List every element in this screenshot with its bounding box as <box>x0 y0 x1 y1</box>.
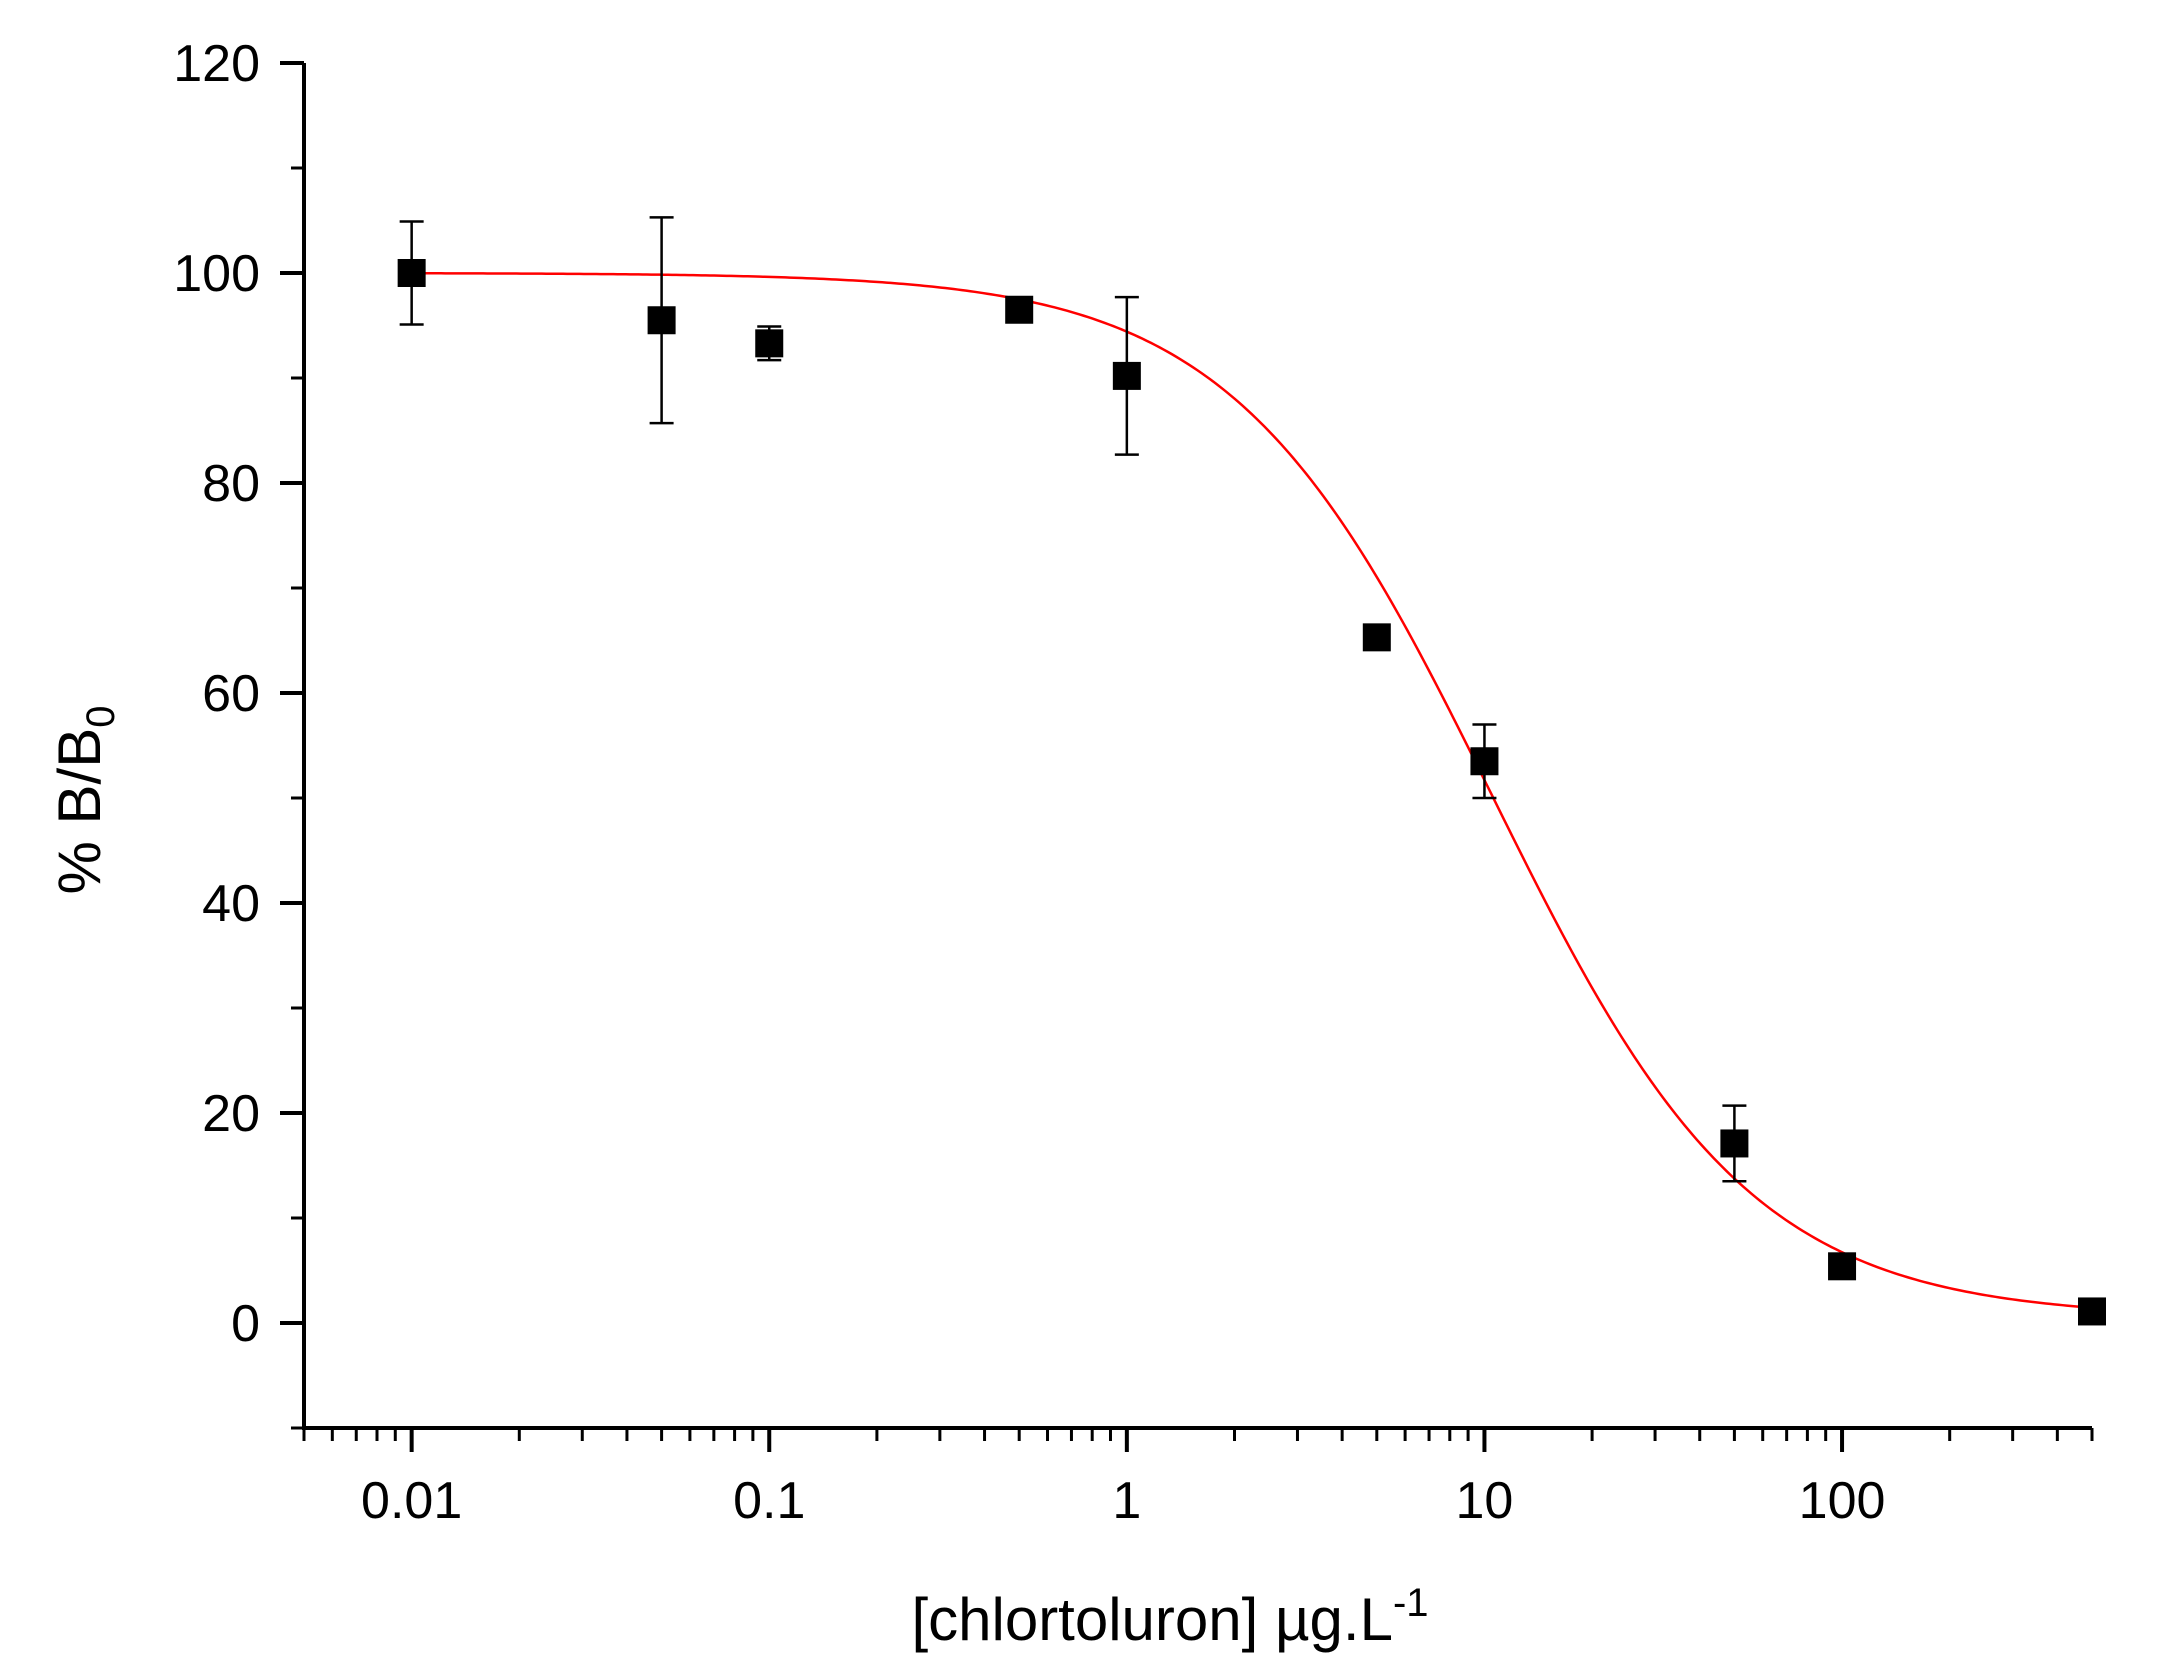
x-axis-title: [chlortoluron] µg.L-1 <box>911 1581 1428 1653</box>
y-tick-label: 60 <box>202 665 260 723</box>
square-marker <box>1005 295 1034 324</box>
data-point <box>647 216 676 425</box>
data-point <box>1720 1104 1749 1183</box>
square-marker <box>397 259 426 287</box>
square-marker <box>755 329 784 358</box>
y-tick-label: 40 <box>202 875 260 933</box>
data-point <box>1828 1252 1857 1281</box>
square-marker <box>1470 747 1499 776</box>
x-ticks: 0.01 0.1 1 10 100 <box>302 1428 2094 1530</box>
y-axis-title-text: % B/B <box>46 728 113 895</box>
y-tick-label: 120 <box>173 35 260 93</box>
data-point <box>1470 723 1499 800</box>
data-point <box>1005 295 1034 324</box>
axes <box>302 63 2092 1430</box>
fit-curve-group <box>411 272 2093 1309</box>
data-point <box>1112 295 1141 456</box>
fit-curve <box>411 272 2093 1309</box>
square-marker <box>1828 1252 1857 1281</box>
x-tick-label: 0.01 <box>361 1472 462 1530</box>
y-ticks: 0 20 40 60 80 100 120 <box>173 35 304 1430</box>
y-tick-label: 0 <box>231 1295 260 1353</box>
square-marker <box>1112 361 1141 390</box>
data-point <box>397 220 426 326</box>
x-tick-label: 10 <box>1456 1472 1514 1530</box>
y-tick-label: 80 <box>202 455 260 513</box>
x-axis-title-superscript: -1 <box>1393 1581 1429 1625</box>
x-tick-label: 0.1 <box>733 1472 805 1530</box>
y-tick-label: 20 <box>202 1085 260 1143</box>
x-tick-label: 1 <box>1112 1472 1141 1530</box>
y-axis-title-subscript: 0 <box>79 706 123 728</box>
x-axis-title-text: [chlortoluron] µg.L <box>911 1586 1393 1653</box>
data-points <box>397 216 2106 1326</box>
square-marker <box>1362 623 1391 652</box>
square-marker <box>647 306 676 335</box>
square-marker <box>1720 1129 1749 1158</box>
square-marker <box>2078 1297 2106 1326</box>
data-point <box>2078 1297 2106 1326</box>
x-tick-label: 100 <box>1799 1472 1886 1530</box>
data-point <box>755 325 784 362</box>
y-tick-label: 100 <box>173 245 260 303</box>
data-point <box>1362 623 1391 652</box>
y-axis-title: % B/B0 <box>46 706 123 895</box>
